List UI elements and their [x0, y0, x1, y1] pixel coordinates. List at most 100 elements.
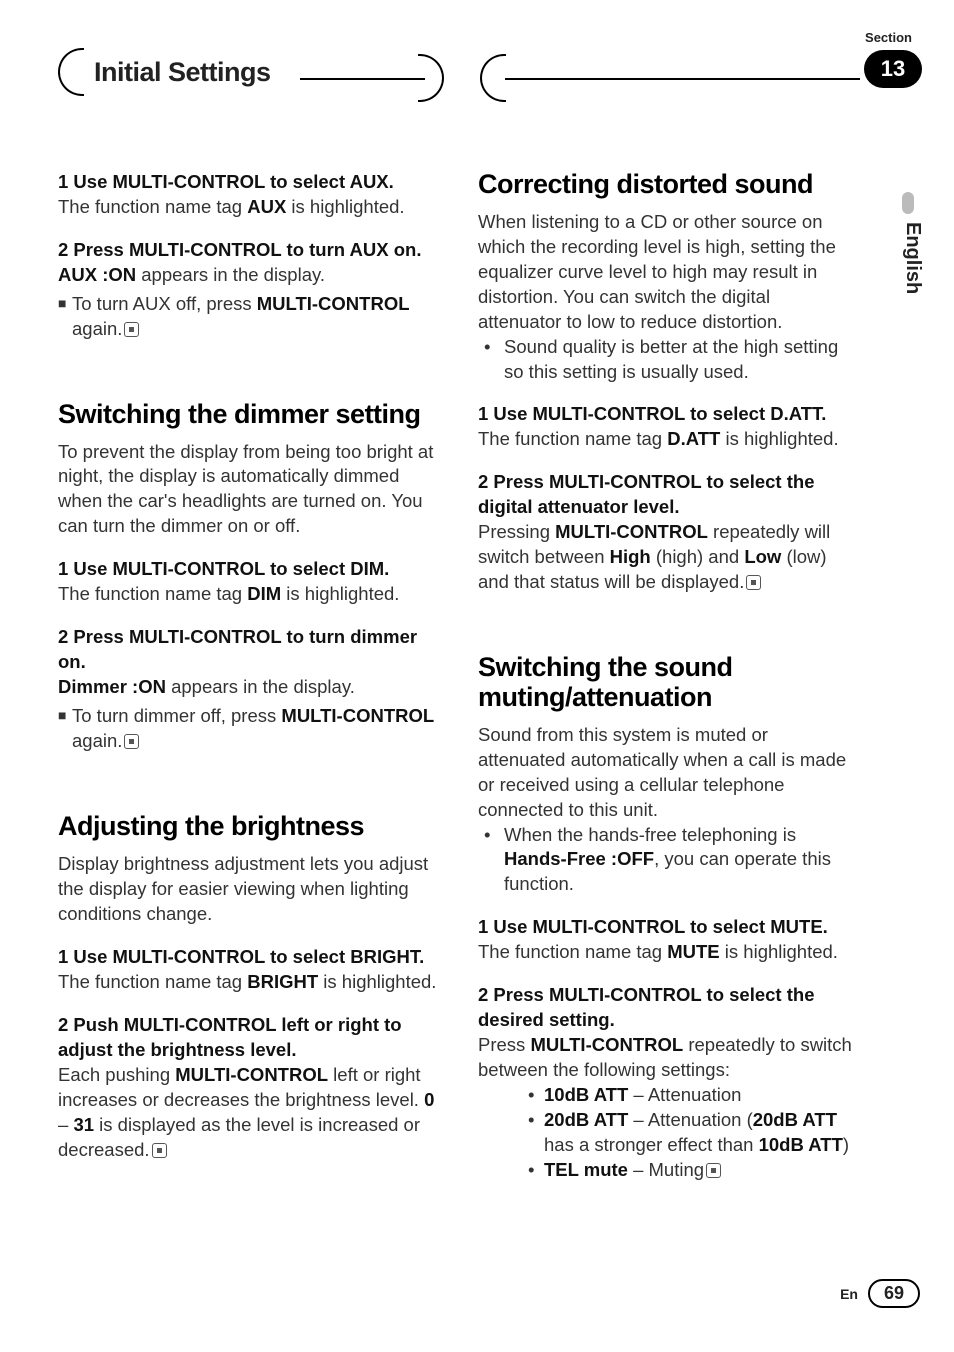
- brightness-step2-title: 2 Push MULTI-CONTROL left or right to ad…: [58, 1013, 438, 1063]
- note-text: To turn dimmer off, press MULTI-CONTROL …: [72, 704, 438, 754]
- text-bold: MULTI-CONTROL: [175, 1064, 328, 1085]
- text: is highlighted.: [318, 971, 436, 992]
- mute-options: • 10dB ATT – Attenuation • 20dB ATT – At…: [478, 1083, 858, 1183]
- datt-heading: Correcting distorted sound: [478, 170, 858, 200]
- text: (high) and: [651, 546, 745, 567]
- text-bold: Hands-Free :OFF: [504, 848, 654, 869]
- text: The function name tag: [58, 971, 247, 992]
- brightness-step1-body: The function name tag BRIGHT is highligh…: [58, 970, 438, 995]
- text: The function name tag: [58, 583, 247, 604]
- text: Press: [478, 1034, 530, 1055]
- text: appears in the display.: [136, 264, 325, 285]
- aux-step1-body: The function name tag AUX is highlighted…: [58, 195, 438, 220]
- text: has a stronger effect than: [544, 1134, 759, 1155]
- text-bold: DIM: [247, 583, 281, 604]
- text: –: [58, 1114, 73, 1135]
- datt-step1-title: 1 Use MULTI-CONTROL to select D.ATT.: [478, 402, 858, 427]
- datt-intro: When listening to a CD or other source o…: [478, 210, 858, 335]
- text-bold: BRIGHT: [247, 971, 318, 992]
- mute-step2-title: 2 Press MULTI-CONTROL to select the desi…: [478, 983, 858, 1033]
- chapter-title: Initial Settings: [94, 57, 271, 88]
- mute-option-2: • 20dB ATT – Attenuation (20dB ATT has a…: [522, 1108, 858, 1158]
- end-mark-icon: [746, 575, 761, 590]
- text: is highlighted.: [286, 196, 404, 217]
- mute-step1-body: The function name tag MUTE is highlighte…: [478, 940, 858, 965]
- content-columns: 1 Use MULTI-CONTROL to select AUX. The f…: [58, 170, 860, 1183]
- mute-option-3: • TEL mute – Muting: [522, 1158, 858, 1183]
- page-number-pill: 69: [868, 1279, 920, 1308]
- mute-heading: Switching the sound muting/attenuation: [478, 653, 858, 712]
- brightness-step1-title: 1 Use MULTI-CONTROL to select BRIGHT.: [58, 945, 438, 970]
- aux-step2-note: ■ To turn AUX off, press MULTI-CONTROL a…: [58, 292, 438, 342]
- text: again.: [72, 730, 122, 751]
- footer-lang-code: En: [840, 1286, 858, 1302]
- text-bold: 10dB ATT: [759, 1134, 843, 1155]
- text-bold: High: [610, 546, 651, 567]
- text: When the hands-free telephoning is: [504, 824, 796, 845]
- bullet-text: Sound quality is better at the high sett…: [504, 335, 858, 385]
- tab-bracket-right-open: [480, 54, 506, 102]
- text: is highlighted.: [720, 428, 838, 449]
- text: is highlighted.: [720, 941, 838, 962]
- bullet-icon: •: [522, 1158, 544, 1183]
- dimmer-intro: To prevent the display from being too br…: [58, 440, 438, 540]
- text: ): [843, 1134, 849, 1155]
- text-bold: 20dB ATT: [753, 1109, 837, 1130]
- end-mark-icon: [152, 1143, 167, 1158]
- datt-step1-body: The function name tag D.ATT is highlight…: [478, 427, 858, 452]
- text: – Attenuation (: [628, 1109, 752, 1130]
- text-bold: Low: [744, 546, 781, 567]
- text-bold: MUTE: [667, 941, 719, 962]
- end-mark-icon: [124, 734, 139, 749]
- text-bold: MULTI-CONTROL: [257, 293, 410, 314]
- end-mark-icon: [124, 322, 139, 337]
- text: – Attenuation: [628, 1084, 741, 1105]
- text-bold: MULTI-CONTROL: [555, 521, 708, 542]
- dimmer-step2-title: 2 Press MULTI-CONTROL to turn dimmer on.: [58, 625, 438, 675]
- dimmer-step1-body: The function name tag DIM is highlighted…: [58, 582, 438, 607]
- mute-option-1: • 10dB ATT – Attenuation: [522, 1083, 858, 1108]
- page-header: Section Initial Settings 13: [0, 0, 954, 90]
- text-bold: 20dB ATT: [544, 1109, 628, 1130]
- column-right: Correcting distorted sound When listenin…: [478, 170, 858, 1183]
- dimmer-step2-note: ■ To turn dimmer off, press MULTI-CONTRO…: [58, 704, 438, 754]
- dimmer-heading: Switching the dimmer setting: [58, 400, 438, 430]
- text: To turn AUX off, press: [72, 293, 257, 314]
- text-bold: AUX: [247, 196, 286, 217]
- option-text: 20dB ATT – Attenuation (20dB ATT has a s…: [544, 1108, 858, 1158]
- option-text: 10dB ATT – Attenuation: [544, 1083, 858, 1108]
- datt-step2-title: 2 Press MULTI-CONTROL to select the digi…: [478, 470, 858, 520]
- brightness-step2-body: Each pushing MULTI-CONTROL left or right…: [58, 1063, 438, 1163]
- option-text: TEL mute – Muting: [544, 1158, 858, 1183]
- text: The function name tag: [58, 196, 247, 217]
- mute-intro: Sound from this system is muted or atten…: [478, 723, 858, 823]
- note-text: To turn AUX off, press MULTI-CONTROL aga…: [72, 292, 438, 342]
- datt-step2-body: Pressing MULTI-CONTROL repeatedly will s…: [478, 520, 858, 595]
- text-bold: TEL mute: [544, 1159, 628, 1180]
- text: is highlighted.: [281, 583, 399, 604]
- text: Pressing: [478, 521, 555, 542]
- tab-divider-left: [300, 78, 425, 80]
- tab-divider-right: [505, 78, 860, 80]
- mute-bullet: • When the hands-free telephoning is Han…: [478, 823, 858, 898]
- text: The function name tag: [478, 941, 667, 962]
- text: – Muting: [628, 1159, 704, 1180]
- brightness-intro: Display brightness adjustment lets you a…: [58, 852, 438, 927]
- brightness-heading: Adjusting the brightness: [58, 812, 438, 842]
- aux-step2-body: AUX :ON appears in the display.: [58, 263, 438, 288]
- text-bold: 31: [73, 1114, 94, 1135]
- bullet-text: When the hands-free telephoning is Hands…: [504, 823, 858, 898]
- section-number-badge: 13: [864, 50, 922, 88]
- text: again.: [72, 318, 122, 339]
- text: To turn dimmer off, press: [72, 705, 281, 726]
- bullet-icon: •: [522, 1108, 544, 1133]
- aux-step1-title: 1 Use MULTI-CONTROL to select AUX.: [58, 170, 438, 195]
- end-mark-icon: [706, 1163, 721, 1178]
- language-label: English: [901, 222, 924, 294]
- tab-bracket-left-close: [418, 54, 444, 102]
- chapter-tab-left: Initial Settings: [58, 50, 271, 94]
- bullet-icon: •: [478, 823, 504, 848]
- text-bold: 0: [424, 1089, 434, 1110]
- section-label: Section: [865, 30, 912, 45]
- text-bold: D.ATT: [667, 428, 720, 449]
